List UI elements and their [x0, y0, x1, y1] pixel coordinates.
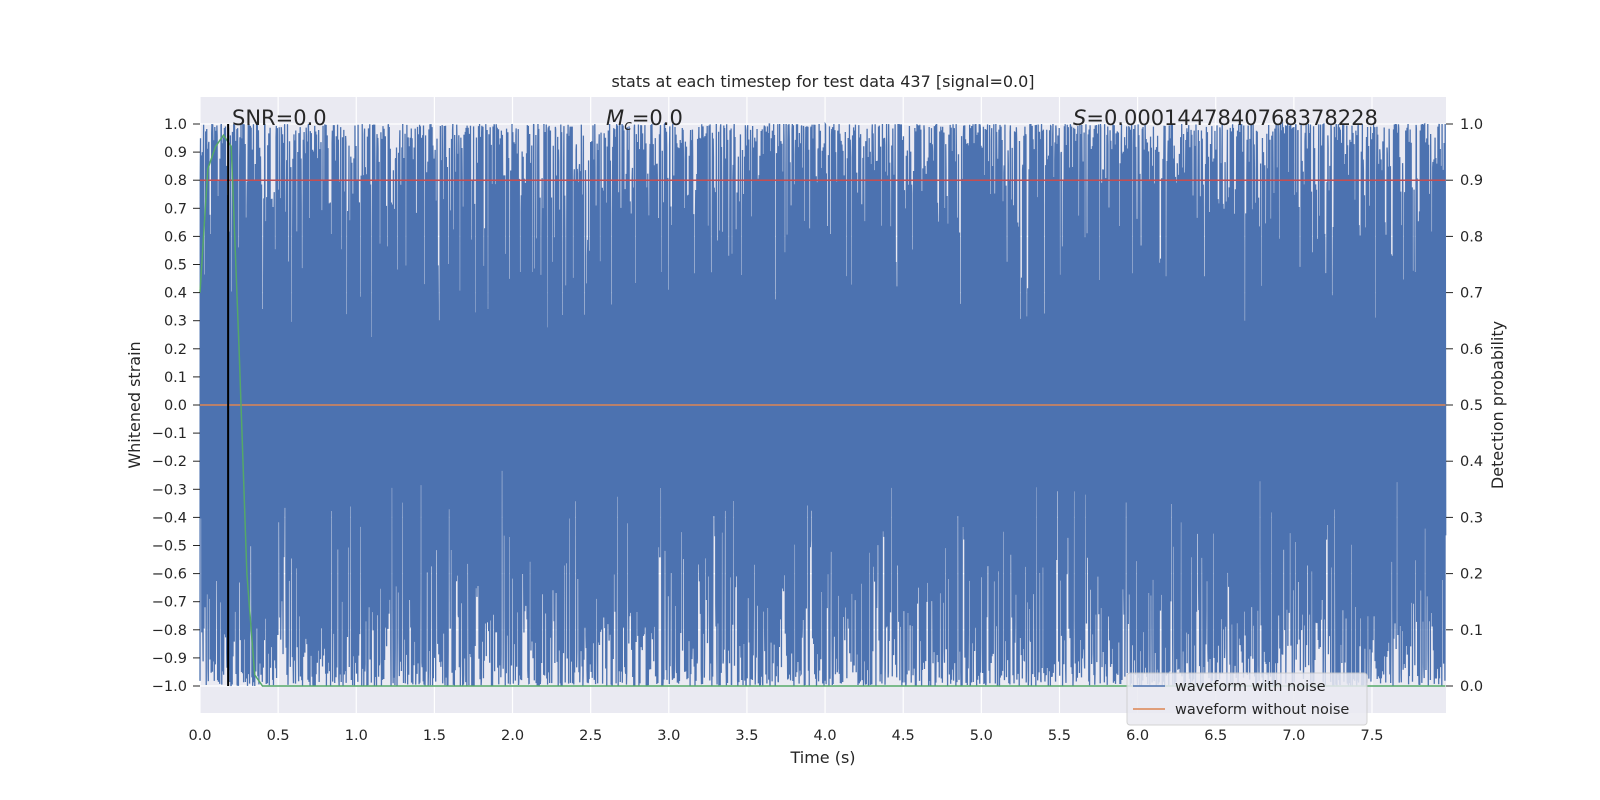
y2-axis-label: Detection probability — [1488, 321, 1507, 489]
snr-annotation: SNR=0.0 — [232, 106, 327, 130]
y-tick-labels: 1.0 0.9 0.8 0.7 0.6 0.5 0.4 0.3 0.2 0.1 0.0 −0.1 −0.… — [152, 117, 200, 695]
legend-label-clean: waveform without noise — [1175, 702, 1349, 718]
y2-tick-label: 0.1 — [1460, 623, 1483, 639]
y-tick-label: 0.0 — [164, 398, 187, 414]
x-tick-label: 0.0 — [188, 728, 211, 744]
y-tick-label: 0.3 — [164, 314, 187, 330]
y-tick-label: 0.6 — [164, 229, 187, 245]
y-tick-label: −0.6 — [152, 567, 187, 583]
y-tick-label: −1.0 — [152, 679, 187, 695]
y-tick-label: 1.0 — [164, 117, 187, 133]
y-axis-label: Whitened strain — [125, 341, 144, 468]
y-tick-label: −0.7 — [152, 595, 187, 611]
y-tick-label: −0.3 — [152, 482, 187, 498]
s-annotation: S=0.0001447840768378228 — [1073, 106, 1378, 130]
y-tick-label: 0.2 — [164, 342, 187, 358]
y2-tick-label: 0.6 — [1460, 342, 1483, 358]
series-detection-probability — [199, 133, 1446, 687]
x-tick-label: 7.5 — [1360, 728, 1383, 744]
data-layer — [199, 121, 1447, 687]
y-tick-label: 0.8 — [164, 173, 187, 189]
y-tick-label: 0.1 — [164, 370, 187, 386]
chirp-mass-annotation: Mc=0.0 — [606, 106, 683, 134]
y-tick-label: 0.5 — [164, 258, 187, 274]
x-tick-label: 1.5 — [423, 728, 446, 744]
y-tick-label: −0.9 — [152, 651, 187, 667]
s-symbol: S — [1073, 106, 1086, 130]
chart-title: stats at each timestep for test data 437… — [611, 72, 1034, 91]
y-tick-label: −0.5 — [152, 539, 187, 555]
x-axis-label: Time (s) — [789, 748, 855, 767]
x-tick-label: 3.5 — [735, 728, 758, 744]
y2-tick-label: 0.4 — [1460, 454, 1483, 470]
x-tick-labels: 0.0 0.5 1.0 1.5 2.0 2.5 3.0 3.5 4.0 4.5 5.0 5.5 6.0 6… — [188, 728, 1383, 744]
y2-tick-label: 1.0 — [1460, 117, 1483, 133]
y-tick-label: −0.2 — [152, 454, 187, 470]
y2-tick-label: 0.8 — [1460, 229, 1483, 245]
y2-tick-label: 0.7 — [1460, 286, 1483, 302]
x-tick-label: 6.0 — [1126, 728, 1149, 744]
y-tick-label: 0.7 — [164, 201, 187, 217]
y2-tick-labels: 1.0 0.9 0.8 0.7 0.6 0.5 0.4 0.3 0.2 0.1 0.0 — [1446, 117, 1483, 695]
y2-tick-label: 0.9 — [1460, 173, 1483, 189]
x-tick-label: 1.0 — [345, 728, 368, 744]
y2-tick-label: 0.2 — [1460, 567, 1483, 583]
x-tick-label: 4.0 — [814, 728, 837, 744]
y-tick-label: −0.4 — [152, 510, 187, 526]
mc-symbol: M — [606, 106, 624, 130]
y-tick-label: 0.4 — [164, 286, 187, 302]
s-value: =0.0001447840768378228 — [1086, 106, 1378, 130]
mc-subscript: c — [624, 118, 632, 134]
y-tick-label: 0.9 — [164, 145, 187, 161]
x-tick-label: 6.5 — [1204, 728, 1227, 744]
x-tick-label: 2.5 — [579, 728, 602, 744]
legend-label-noise: waveform with noise — [1175, 679, 1326, 695]
x-tick-label: 2.0 — [501, 728, 524, 744]
x-tick-label: 5.5 — [1048, 728, 1071, 744]
y-tick-label: −0.8 — [152, 623, 187, 639]
y2-tick-label: 0.0 — [1460, 679, 1483, 695]
y2-tick-label: 0.5 — [1460, 398, 1483, 414]
x-tick-label: 4.5 — [892, 728, 915, 744]
x-tick-label: 0.5 — [267, 728, 290, 744]
x-tick-label: 3.0 — [657, 728, 680, 744]
legend: waveform with noise waveform without noi… — [1126, 672, 1368, 726]
x-tick-label: 5.0 — [970, 728, 993, 744]
mc-value: =0.0 — [632, 106, 683, 130]
x-tick-label: 7.0 — [1282, 728, 1305, 744]
legend-box — [1126, 672, 1368, 726]
y-tick-label: −0.1 — [152, 426, 187, 442]
y2-tick-label: 0.3 — [1460, 510, 1483, 526]
